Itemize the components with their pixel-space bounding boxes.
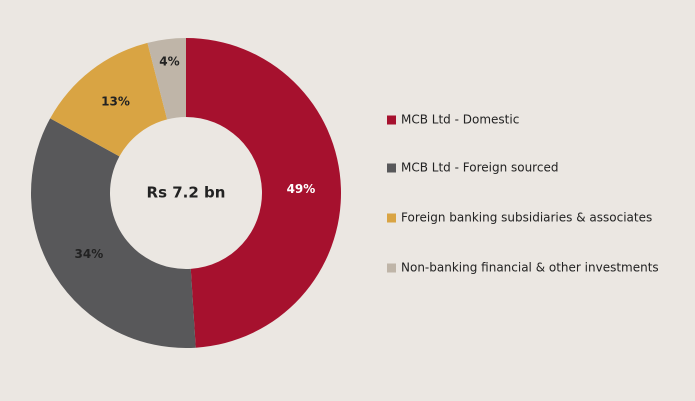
slice-label: 4% — [159, 55, 179, 69]
legend-swatch — [387, 213, 396, 223]
center-label: Rs 7.2 bn — [147, 184, 226, 202]
slice-label: 13% — [101, 95, 130, 109]
slice — [186, 38, 342, 348]
legend-swatch — [387, 163, 396, 173]
slice — [30, 118, 196, 349]
legend-label: MCB Ltd - Foreign sourced — [401, 161, 558, 175]
slice-label: 49% — [287, 182, 316, 196]
legend-swatch — [387, 115, 396, 125]
slice — [50, 42, 168, 157]
legend-swatch — [387, 263, 396, 273]
slice — [147, 38, 186, 120]
legend-label: Non-banking financial & other investment… — [401, 261, 659, 275]
legend-label: Foreign banking subsidiaries & associate… — [401, 211, 652, 225]
legend-label: MCB Ltd - Domestic — [401, 113, 519, 127]
slice-label: 34% — [75, 247, 104, 261]
